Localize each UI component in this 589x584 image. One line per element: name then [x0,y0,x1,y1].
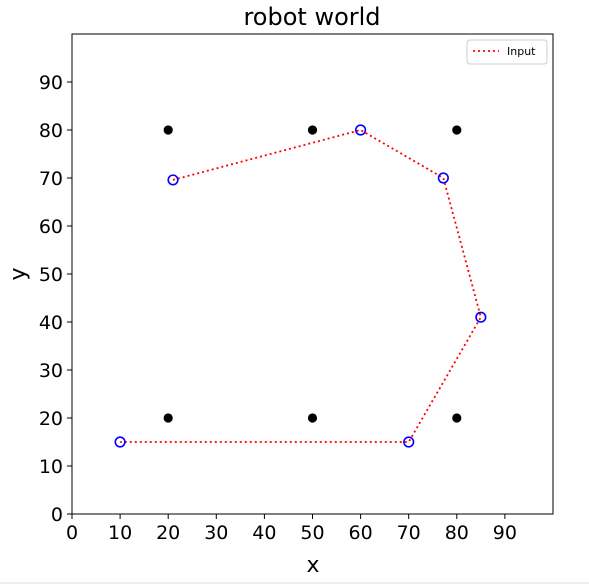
x-tick-label: 40 [252,522,276,544]
legend-label-input: Input [507,45,536,58]
landmark-point [452,413,462,423]
input-point-marker [355,124,367,136]
legend-box [466,39,548,65]
x-tick-label: 90 [493,522,517,544]
x-tick-label: 20 [156,522,180,544]
window-bottom-edge [0,582,589,584]
input-point-marker [437,172,449,184]
chart-title: robot world [243,3,380,31]
x-axis-label: x [306,553,319,578]
y-tick-label: 80 [39,120,63,142]
x-tick-label: 10 [108,522,132,544]
input-series [114,124,487,448]
y-tick-label: 90 [39,72,63,94]
input-path-line [120,129,482,443]
y-tick-label: 20 [39,408,63,430]
landmark-point [163,413,173,423]
x-tick-label: 80 [445,522,469,544]
input-point-marker [475,311,487,323]
landmark-points [163,125,462,423]
plot-area [71,33,554,515]
input-point-marker [114,436,126,448]
y-axis: 0 10 20 30 40 50 60 70 80 90 [39,72,72,526]
y-tick-label: 0 [51,504,63,526]
x-tick-label: 30 [204,522,228,544]
x-tick-label: 60 [349,522,373,544]
x-axis: 0 10 20 30 40 50 60 70 80 90 [66,514,517,544]
y-tick-label: 30 [39,360,63,382]
y-axis-label: y [6,267,31,280]
input-point-marker [403,436,415,448]
landmark-point [163,125,173,135]
x-tick-label: 0 [66,522,78,544]
landmark-point [452,125,462,135]
x-tick-label: 70 [397,522,421,544]
y-tick-label: 40 [39,312,63,334]
y-tick-label: 70 [39,168,63,190]
x-tick-label: 50 [300,522,324,544]
y-tick-label: 50 [39,264,63,286]
landmark-point [307,125,318,135]
input-point-marker [167,174,179,186]
legend: Input [466,39,548,65]
y-tick-label: 10 [39,456,63,478]
y-tick-label: 60 [39,216,63,238]
landmark-point [307,413,318,423]
